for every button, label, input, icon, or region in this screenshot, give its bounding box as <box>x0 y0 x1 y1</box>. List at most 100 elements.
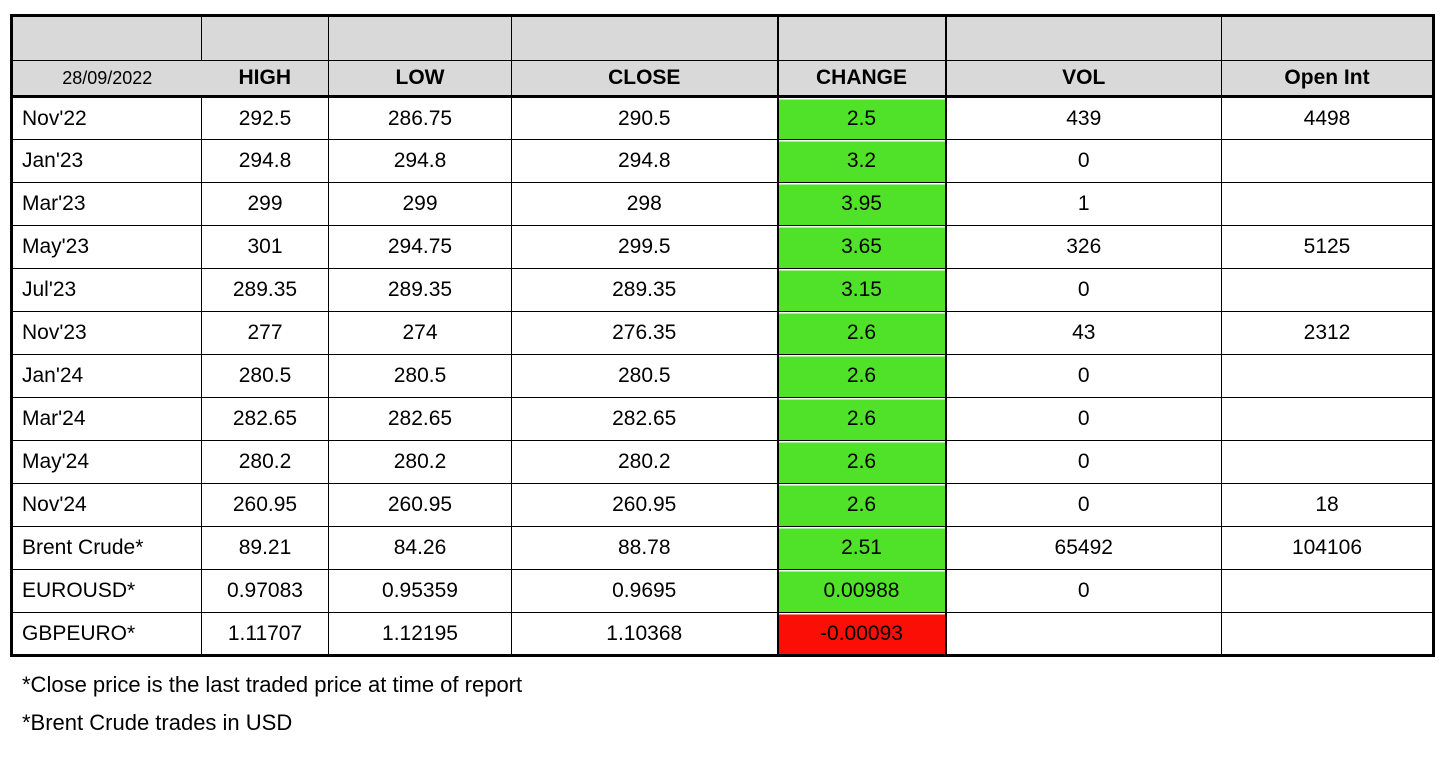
close-cell: 294.8 <box>511 139 778 183</box>
high-cell: 260.95 <box>201 483 329 527</box>
open-int-cell <box>1221 440 1434 484</box>
vol-cell: 0 <box>945 354 1222 398</box>
contract-label-cell: Brent Crude* <box>11 526 202 570</box>
high-cell: 299 <box>201 182 329 226</box>
open-int-cell <box>1221 139 1434 183</box>
change-cell: -0.00093 <box>776 612 947 656</box>
low-cell: 1.12195 <box>328 612 512 656</box>
contract-label-cell: Nov'23 <box>11 311 202 355</box>
low-cell: 0.95359 <box>328 569 512 613</box>
blank-header-cell <box>201 15 329 61</box>
footnotes: *Close price is the last traded price at… <box>10 666 1432 742</box>
high-cell: 289.35 <box>201 268 329 312</box>
col-header-high: HIGH <box>201 60 329 98</box>
close-cell: 1.10368 <box>511 612 778 656</box>
low-cell: 280.5 <box>328 354 512 398</box>
high-cell: 282.65 <box>201 397 329 441</box>
report-date: 28/09/2022 <box>11 60 202 98</box>
vol-cell: 0 <box>945 139 1222 183</box>
open-int-cell: 18 <box>1221 483 1434 527</box>
vol-cell: 0 <box>945 397 1222 441</box>
change-cell: 2.5 <box>776 96 947 140</box>
contract-label-cell: Jan'24 <box>11 354 202 398</box>
contract-label-cell: Jan'23 <box>11 139 202 183</box>
close-cell: 88.78 <box>511 526 778 570</box>
vol-cell: 0 <box>945 268 1222 312</box>
open-int-cell: 4498 <box>1221 96 1434 140</box>
blank-header-cell <box>945 15 1222 61</box>
low-cell: 299 <box>328 182 512 226</box>
low-cell: 260.95 <box>328 483 512 527</box>
high-cell: 292.5 <box>201 96 329 140</box>
close-cell: 280.2 <box>511 440 778 484</box>
low-cell: 294.75 <box>328 225 512 269</box>
low-cell: 274 <box>328 311 512 355</box>
contract-label-cell: Nov'24 <box>11 483 202 527</box>
change-cell: 2.6 <box>776 440 947 484</box>
open-int-cell <box>1221 612 1434 656</box>
footnote-brent-usd: *Brent Crude trades in USD <box>22 710 293 735</box>
blank-header-row <box>11 15 1434 61</box>
change-cell: 2.6 <box>776 311 947 355</box>
col-header-open-int: Open Int <box>1221 60 1434 98</box>
col-header-vol: VOL <box>945 60 1222 98</box>
high-cell: 280.2 <box>201 440 329 484</box>
close-cell: 298 <box>511 182 778 226</box>
change-cell: 3.15 <box>776 268 947 312</box>
open-int-cell <box>1221 569 1434 613</box>
table-row: Brent Crude* 89.21 84.26 88.78 2.51 6549… <box>11 526 1434 570</box>
high-cell: 0.97083 <box>201 569 329 613</box>
contract-label-cell: Mar'23 <box>11 182 202 226</box>
low-cell: 286.75 <box>328 96 512 140</box>
change-cell: 2.6 <box>776 354 947 398</box>
contract-label-cell: EUROUSD* <box>11 569 202 613</box>
blank-header-cell <box>11 15 202 61</box>
table-row: Jul'23 289.35 289.35 289.35 3.15 0 <box>11 268 1434 312</box>
vol-cell <box>945 612 1222 656</box>
open-int-cell: 5125 <box>1221 225 1434 269</box>
change-cell: 0.00988 <box>776 569 947 613</box>
low-cell: 289.35 <box>328 268 512 312</box>
blank-header-cell <box>328 15 512 61</box>
table-row: Mar'23 299 299 298 3.95 1 <box>11 182 1434 226</box>
high-cell: 294.8 <box>201 139 329 183</box>
low-cell: 84.26 <box>328 526 512 570</box>
close-cell: 299.5 <box>511 225 778 269</box>
low-cell: 280.2 <box>328 440 512 484</box>
open-int-cell <box>1221 397 1434 441</box>
high-cell: 280.5 <box>201 354 329 398</box>
vol-cell: 0 <box>945 483 1222 527</box>
table-row: Jan'23 294.8 294.8 294.8 3.2 0 <box>11 139 1434 183</box>
close-cell: 282.65 <box>511 397 778 441</box>
contract-label-cell: Jul'23 <box>11 268 202 312</box>
futures-price-table: 28/09/2022 HIGH LOW CLOSE CHANGE VOL Ope… <box>10 14 1435 657</box>
col-header-close: CLOSE <box>511 60 778 98</box>
open-int-cell: 104106 <box>1221 526 1434 570</box>
open-int-cell <box>1221 182 1434 226</box>
change-cell: 3.2 <box>776 139 947 183</box>
table-row: Nov'22 292.5 286.75 290.5 2.5 439 4498 <box>11 96 1434 140</box>
contract-label-cell: Mar'24 <box>11 397 202 441</box>
vol-cell: 0 <box>945 440 1222 484</box>
contract-label-cell: Nov'22 <box>11 96 202 140</box>
vol-cell: 65492 <box>945 526 1222 570</box>
contract-label-cell: May'24 <box>11 440 202 484</box>
close-cell: 0.9695 <box>511 569 778 613</box>
low-cell: 282.65 <box>328 397 512 441</box>
vol-cell: 43 <box>945 311 1222 355</box>
vol-cell: 1 <box>945 182 1222 226</box>
table-row: Nov'24 260.95 260.95 260.95 2.6 0 18 <box>11 483 1434 527</box>
open-int-cell: 2312 <box>1221 311 1434 355</box>
change-cell: 2.51 <box>776 526 947 570</box>
change-cell: 2.6 <box>776 483 947 527</box>
column-header-row: 28/09/2022 HIGH LOW CLOSE CHANGE VOL Ope… <box>11 60 1434 98</box>
close-cell: 280.5 <box>511 354 778 398</box>
close-cell: 290.5 <box>511 96 778 140</box>
vol-cell: 439 <box>945 96 1222 140</box>
table-row: EUROUSD* 0.97083 0.95359 0.9695 0.00988 … <box>11 569 1434 613</box>
high-cell: 1.11707 <box>201 612 329 656</box>
col-header-change: CHANGE <box>776 60 947 98</box>
high-cell: 301 <box>201 225 329 269</box>
high-cell: 277 <box>201 311 329 355</box>
